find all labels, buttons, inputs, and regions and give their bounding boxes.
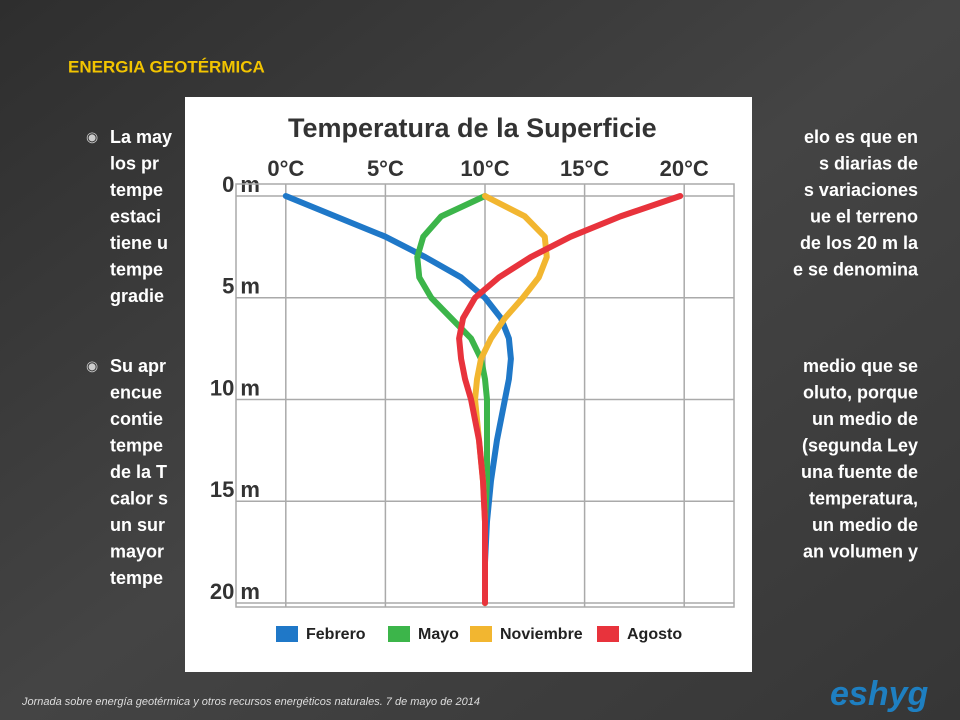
text-line-left: de la T bbox=[110, 462, 167, 482]
text-line-left: tempe bbox=[110, 259, 163, 279]
logo: eshyg bbox=[830, 675, 928, 713]
text-line-left: gradie bbox=[110, 286, 164, 306]
chart: 0°C 5°C 10°C 15°C 20°C0 m5 m10 m15 m20 mFebr… bbox=[210, 156, 735, 643]
text-line-left: los pr bbox=[110, 153, 159, 173]
text-line-left: tempe bbox=[110, 180, 163, 200]
text-line-left: calor s bbox=[110, 488, 168, 508]
text-line-right: una fuente de bbox=[801, 462, 918, 482]
slide-title: ENERGIA GEOTÉRMICA bbox=[68, 57, 265, 76]
text-line-right: de los 20 m la bbox=[800, 233, 919, 253]
text-line-right: an volumen y bbox=[803, 541, 918, 561]
x-tick-label: 10°C bbox=[460, 156, 509, 181]
y-tick-label: 5 m bbox=[222, 274, 260, 299]
text-line-left: tiene u bbox=[110, 233, 168, 253]
legend-label: Febrero bbox=[306, 626, 366, 643]
legend-label: Noviembre bbox=[500, 626, 583, 643]
text-line-left: La may bbox=[110, 127, 172, 147]
text-line-left: encue bbox=[110, 382, 162, 402]
y-tick-label: 10 m bbox=[210, 375, 260, 400]
legend-label: Mayo bbox=[418, 626, 459, 643]
text-line-right: medio que se bbox=[803, 356, 918, 376]
bullet: ◉ bbox=[86, 129, 98, 145]
text-line-left: tempe bbox=[110, 568, 163, 588]
text-line-right: un medio de bbox=[812, 409, 918, 429]
plot-frame bbox=[235, 183, 735, 608]
text-line-left: mayor bbox=[110, 541, 164, 561]
chart-title: Temperatura de la Superficie bbox=[288, 113, 657, 143]
x-tick-label: 0°C bbox=[267, 156, 304, 181]
text-line-right: ue el terreno bbox=[810, 206, 918, 226]
text-line-right: elo es que en bbox=[804, 127, 918, 147]
text-line-right: (segunda Ley bbox=[802, 435, 918, 455]
legend-swatch bbox=[388, 626, 410, 642]
text-line-left: contie bbox=[110, 409, 163, 429]
footer: Jornada sobre energía geotérmica y otros… bbox=[21, 696, 480, 708]
text-line-right: oluto, porque bbox=[803, 382, 918, 402]
text-line-right: s variaciones bbox=[804, 180, 918, 200]
text-line-right: s diarias de bbox=[819, 153, 918, 173]
text-line-left: tempe bbox=[110, 435, 163, 455]
legend-swatch bbox=[276, 626, 298, 642]
text-line-right: e se denomina bbox=[793, 259, 919, 279]
x-tick-label: 15°C bbox=[560, 156, 609, 181]
x-tick-label: 20°C bbox=[660, 156, 709, 181]
legend-swatch bbox=[470, 626, 492, 642]
text-line-left: un sur bbox=[110, 515, 165, 535]
y-tick-label: 20 m bbox=[210, 579, 260, 604]
series-line bbox=[456, 193, 684, 606]
text-line-left: estaci bbox=[110, 206, 161, 226]
x-tick-label: 5°C bbox=[367, 156, 404, 181]
y-tick-label: 15 m bbox=[210, 477, 260, 502]
text-line-right: temperatura, bbox=[809, 488, 918, 508]
text-line-right: un medio de bbox=[812, 515, 918, 535]
legend-label: Agosto bbox=[627, 626, 682, 643]
text-line-left: Su apr bbox=[110, 356, 166, 376]
paragraphs: La may elo es que en los pr s diarias de tem… bbox=[110, 127, 919, 588]
bullet: ◉ bbox=[86, 358, 98, 374]
legend-swatch bbox=[597, 626, 619, 642]
